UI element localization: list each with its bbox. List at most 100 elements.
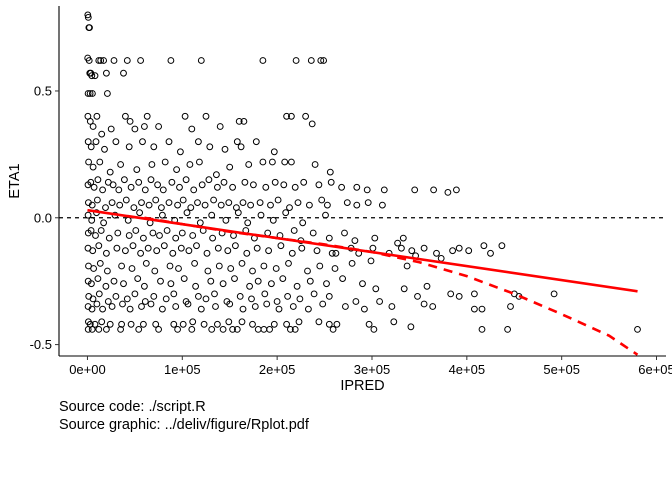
data-point bbox=[161, 158, 169, 166]
source-code-caption: Source code: ./script.R bbox=[59, 399, 206, 415]
data-point bbox=[211, 290, 218, 298]
data-point bbox=[97, 57, 105, 64]
data-point bbox=[131, 290, 139, 298]
data-point bbox=[338, 183, 346, 191]
data-point bbox=[353, 201, 361, 209]
data-point bbox=[143, 112, 151, 120]
data-point bbox=[84, 211, 92, 219]
data-point bbox=[128, 265, 136, 272]
data-point bbox=[170, 290, 178, 298]
data-point bbox=[151, 267, 159, 275]
x-tick-label: 6e+05 bbox=[638, 362, 672, 377]
data-point bbox=[93, 300, 101, 308]
data-point bbox=[239, 305, 247, 313]
data-point bbox=[453, 186, 460, 194]
data-point bbox=[98, 130, 106, 138]
data-point bbox=[214, 244, 222, 252]
data-point bbox=[158, 204, 165, 212]
data-point bbox=[253, 244, 261, 252]
data-point bbox=[369, 244, 377, 252]
data-point bbox=[167, 280, 175, 288]
data-point bbox=[280, 181, 288, 189]
data-point bbox=[498, 242, 506, 250]
data-point bbox=[246, 282, 254, 290]
data-point bbox=[271, 178, 279, 186]
data-point bbox=[107, 125, 115, 133]
data-point bbox=[288, 249, 296, 257]
data-point bbox=[149, 229, 157, 237]
smooth-trend-line bbox=[144, 216, 639, 356]
data-point bbox=[270, 320, 278, 328]
data-point bbox=[282, 209, 290, 217]
data-point bbox=[84, 14, 92, 21]
x-tick-label: 5e+05 bbox=[543, 362, 580, 377]
scatter-plot: 0e+00 1e+05 2e+05 3e+05 4e+05 5e+05 6e+05 -0.5… bbox=[7, 6, 672, 394]
data-point bbox=[230, 232, 237, 239]
data-point bbox=[433, 249, 440, 257]
x-axis-ticks: 0e+00 1e+05 2e+05 3e+05 4e+05 5e+05 6e+05 bbox=[69, 356, 672, 377]
data-point bbox=[168, 178, 176, 186]
data-point bbox=[214, 183, 221, 191]
data-point bbox=[380, 186, 388, 194]
data-point bbox=[429, 303, 437, 310]
data-point bbox=[109, 181, 117, 189]
data-point bbox=[634, 326, 641, 333]
data-point bbox=[252, 138, 260, 146]
data-point bbox=[187, 204, 195, 212]
data-point bbox=[96, 158, 104, 166]
data-point bbox=[117, 326, 124, 333]
y-axis-ticks: -0.5 0.0 0.5 bbox=[30, 83, 59, 352]
data-point bbox=[115, 186, 123, 194]
data-point bbox=[180, 275, 188, 283]
data-point bbox=[163, 227, 171, 234]
data-point bbox=[300, 178, 308, 186]
data-point bbox=[196, 158, 203, 166]
data-point bbox=[333, 320, 341, 328]
data-point bbox=[89, 163, 97, 171]
data-point bbox=[197, 57, 205, 64]
data-point bbox=[97, 227, 105, 234]
data-point bbox=[281, 158, 289, 166]
data-point bbox=[240, 118, 248, 125]
data-point bbox=[193, 242, 200, 250]
data-point bbox=[371, 234, 379, 242]
data-point bbox=[181, 112, 189, 120]
data-point bbox=[122, 196, 130, 204]
data-point bbox=[244, 219, 252, 227]
data-point bbox=[229, 326, 237, 333]
data-point bbox=[407, 323, 415, 331]
y-tick-label: 0.5 bbox=[34, 83, 52, 98]
data-point bbox=[141, 282, 148, 290]
data-point bbox=[274, 196, 282, 204]
data-point bbox=[209, 234, 217, 242]
data-point bbox=[147, 176, 155, 184]
data-point bbox=[225, 318, 233, 326]
data-point bbox=[316, 262, 324, 270]
data-point bbox=[127, 183, 135, 191]
data-point bbox=[259, 158, 267, 166]
data-point bbox=[127, 320, 135, 328]
data-point bbox=[167, 57, 175, 64]
data-point bbox=[170, 320, 178, 328]
data-points bbox=[84, 11, 641, 333]
data-point bbox=[196, 219, 204, 227]
data-point bbox=[89, 90, 96, 97]
data-point bbox=[202, 295, 210, 303]
data-point bbox=[290, 227, 298, 234]
data-point bbox=[165, 199, 173, 207]
data-point bbox=[430, 186, 438, 194]
data-point bbox=[118, 262, 125, 270]
data-point bbox=[359, 280, 366, 288]
data-point bbox=[504, 326, 512, 333]
data-point bbox=[135, 178, 143, 186]
data-point bbox=[251, 303, 259, 310]
data-point bbox=[283, 320, 291, 328]
data-point bbox=[399, 234, 407, 242]
data-point bbox=[142, 260, 150, 267]
data-point bbox=[332, 249, 340, 257]
x-tick-label: 0e+00 bbox=[69, 362, 106, 377]
data-point bbox=[226, 300, 234, 308]
data-point bbox=[141, 123, 148, 130]
data-point bbox=[179, 196, 187, 204]
data-point bbox=[174, 201, 182, 209]
